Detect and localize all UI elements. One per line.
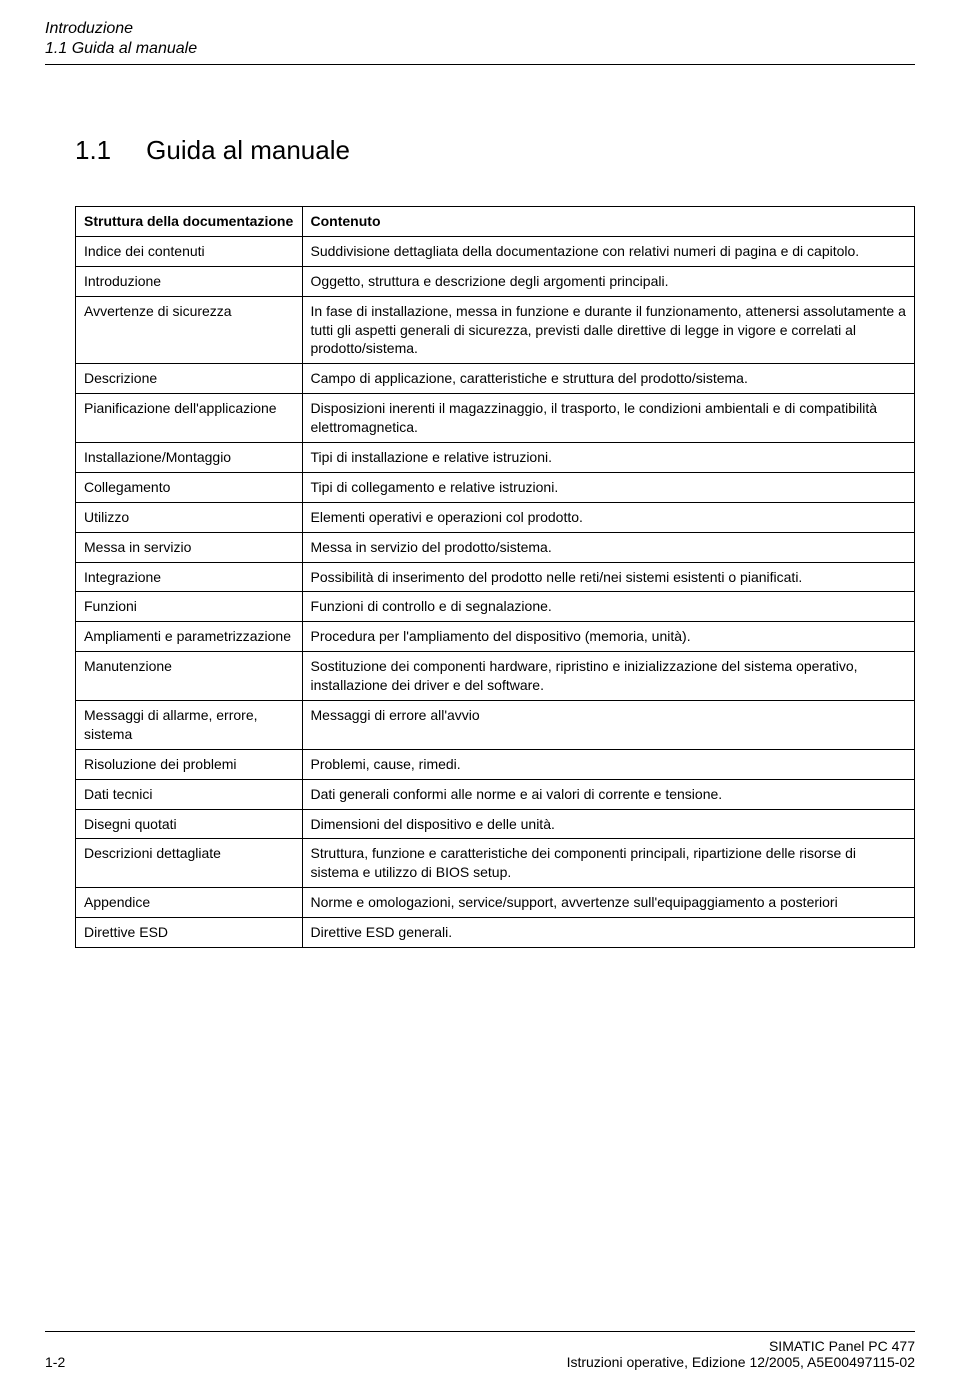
table-cell-right: Dimensioni del dispositivo e delle unità… <box>302 809 914 839</box>
table-cell-left: Direttive ESD <box>76 918 303 948</box>
table-cell-left: Manutenzione <box>76 652 303 701</box>
table-cell-right: Messa in servizio del prodotto/sistema. <box>302 532 914 562</box>
table-cell-right: Tipi di collegamento e relative istruzio… <box>302 472 914 502</box>
table-row: Installazione/MontaggioTipi di installaz… <box>76 443 915 473</box>
table-row: Indice dei contenutiSuddivisione dettagl… <box>76 236 915 266</box>
table-header-row: Struttura della documentazione Contenuto <box>76 207 915 237</box>
table-cell-right: Struttura, funzione e caratteristiche de… <box>302 839 914 888</box>
table-row: UtilizzoElementi operativi e operazioni … <box>76 502 915 532</box>
footer-right: SIMATIC Panel PC 477 Istruzioni operativ… <box>567 1338 915 1370</box>
documentation-structure-table: Struttura della documentazione Contenuto… <box>75 206 915 948</box>
footer-doc-info: Istruzioni operative, Edizione 12/2005, … <box>567 1354 915 1370</box>
table-cell-left: Introduzione <box>76 266 303 296</box>
table-row: Pianificazione dell'applicazioneDisposiz… <box>76 394 915 443</box>
table-row: IntroduzioneOggetto, struttura e descriz… <box>76 266 915 296</box>
table-cell-right: Disposizioni inerenti il magazzinaggio, … <box>302 394 914 443</box>
table-row: AppendiceNorme e omologazioni, service/s… <box>76 888 915 918</box>
table-row: FunzioniFunzioni di controllo e di segna… <box>76 592 915 622</box>
table-row: ManutenzioneSostituzione dei componenti … <box>76 652 915 701</box>
page-footer: 1-2 SIMATIC Panel PC 477 Istruzioni oper… <box>45 1331 915 1370</box>
table-cell-left: Dati tecnici <box>76 779 303 809</box>
table-row: DescrizioneCampo di applicazione, caratt… <box>76 364 915 394</box>
table-cell-left: Appendice <box>76 888 303 918</box>
table-row: Messaggi di allarme, errore, sistemaMess… <box>76 701 915 750</box>
table-cell-right: Norme e omologazioni, service/support, a… <box>302 888 914 918</box>
header-title: Introduzione <box>45 20 915 38</box>
table-cell-left: Funzioni <box>76 592 303 622</box>
section-heading: 1.1 Guida al manuale <box>45 135 915 166</box>
table-cell-right: Messaggi di errore all'avvio <box>302 701 914 750</box>
table-cell-right: Procedura per l'ampliamento del disposit… <box>302 622 914 652</box>
table-row: Messa in servizioMessa in servizio del p… <box>76 532 915 562</box>
table-row: Ampliamenti e parametrizzazioneProcedura… <box>76 622 915 652</box>
table-cell-right: Elementi operativi e operazioni col prod… <box>302 502 914 532</box>
table-cell-right: Dati generali conformi alle norme e ai v… <box>302 779 914 809</box>
table-cell-left: Descrizione <box>76 364 303 394</box>
table-row: Risoluzione dei problemiProblemi, cause,… <box>76 749 915 779</box>
table-cell-right: Funzioni di controllo e di segnalazione. <box>302 592 914 622</box>
table-cell-right: Oggetto, struttura e descrizione degli a… <box>302 266 914 296</box>
table-row: Direttive ESDDirettive ESD generali. <box>76 918 915 948</box>
table-cell-left: Integrazione <box>76 562 303 592</box>
table-row: Descrizioni dettagliateStruttura, funzio… <box>76 839 915 888</box>
table-cell-left: Collegamento <box>76 472 303 502</box>
table-cell-right: Possibilità di inserimento del prodotto … <box>302 562 914 592</box>
table-cell-left: Messa in servizio <box>76 532 303 562</box>
footer-page-number: 1-2 <box>45 1354 65 1370</box>
table-row: Disegni quotatiDimensioni del dispositiv… <box>76 809 915 839</box>
table-cell-left: Indice dei contenuti <box>76 236 303 266</box>
table-cell-left: Avvertenze di sicurezza <box>76 296 303 364</box>
table-cell-right: Suddivisione dettagliata della documenta… <box>302 236 914 266</box>
table-header-right: Contenuto <box>302 207 914 237</box>
table-row: CollegamentoTipi di collegamento e relat… <box>76 472 915 502</box>
table-cell-right: Campo di applicazione, caratteristiche e… <box>302 364 914 394</box>
table-cell-left: Disegni quotati <box>76 809 303 839</box>
table-row: IntegrazionePossibilità di inserimento d… <box>76 562 915 592</box>
table-cell-left: Ampliamenti e parametrizzazione <box>76 622 303 652</box>
table-cell-left: Installazione/Montaggio <box>76 443 303 473</box>
section-number: 1.1 <box>75 135 111 166</box>
table-cell-left: Risoluzione dei problemi <box>76 749 303 779</box>
header-subtitle: 1.1 Guida al manuale <box>45 40 915 65</box>
section-title: Guida al manuale <box>146 135 350 165</box>
table-cell-left: Descrizioni dettagliate <box>76 839 303 888</box>
page-header: Introduzione 1.1 Guida al manuale <box>45 20 915 65</box>
table-cell-right: In fase di installazione, messa in funzi… <box>302 296 914 364</box>
footer-product: SIMATIC Panel PC 477 <box>567 1338 915 1354</box>
table-cell-right: Problemi, cause, rimedi. <box>302 749 914 779</box>
table-row: Dati tecniciDati generali conformi alle … <box>76 779 915 809</box>
table-header-left: Struttura della documentazione <box>76 207 303 237</box>
table-cell-right: Direttive ESD generali. <box>302 918 914 948</box>
table-cell-left: Utilizzo <box>76 502 303 532</box>
table-cell-left: Messaggi di allarme, errore, sistema <box>76 701 303 750</box>
table-cell-right: Sostituzione dei componenti hardware, ri… <box>302 652 914 701</box>
table-cell-right: Tipi di installazione e relative istruzi… <box>302 443 914 473</box>
table-cell-left: Pianificazione dell'applicazione <box>76 394 303 443</box>
table-row: Avvertenze di sicurezzaIn fase di instal… <box>76 296 915 364</box>
